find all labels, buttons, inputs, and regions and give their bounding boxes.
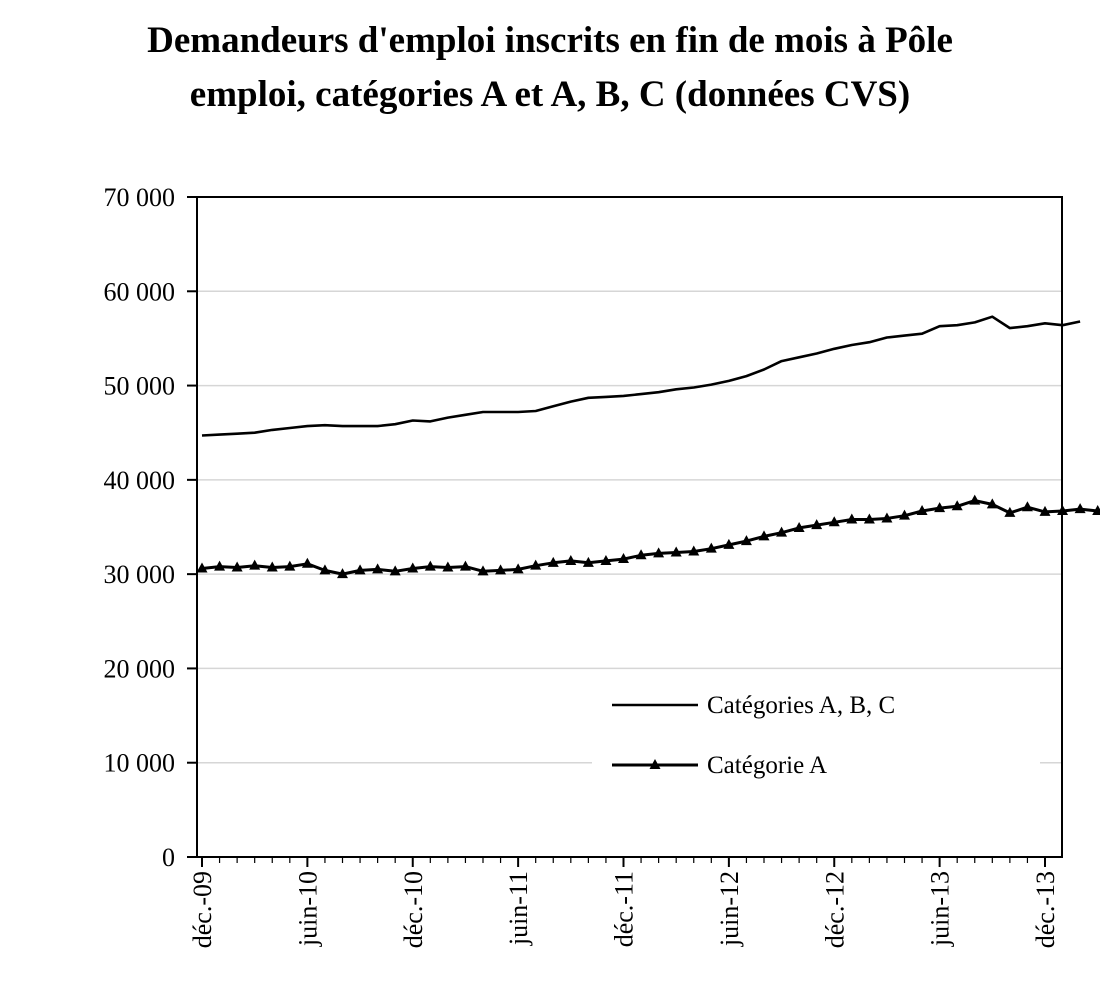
axes: 0 10 000 20 000 30 000 40 000 50 000 60 000 70 … [104,183,1061,948]
data-point-categorie-a [231,561,243,572]
chart-title-line-1: Demandeurs d'emploi inscrits en fin de m… [147,20,953,61]
data-point-categorie-a [758,530,770,541]
legend-marker-categorie-a [649,759,661,769]
data-point-categorie-a [424,560,436,571]
data-point-categorie-a [196,562,208,573]
data-point-categorie-a [688,545,700,556]
data-point-categorie-a [740,535,752,546]
data-point-categorie-a [653,547,665,558]
y-tick-label: 0 [162,843,175,872]
plot-area-frame [196,196,1063,858]
data-point-categorie-a [916,504,928,515]
data-point-categorie-a [407,562,419,573]
chart-title-line-2: emploi, catégories A et A, B, C (données… [189,74,911,115]
data-point-categorie-a [934,502,946,513]
y-tick-label: 40 000 [104,466,176,495]
data-point-categorie-a [565,554,577,565]
data-point-categorie-a [512,563,524,574]
data-point-categorie-a [705,542,717,553]
data-point-categorie-a [600,554,612,565]
data-point-categorie-a [547,556,559,567]
data-point-categorie-a [951,500,963,511]
data-point-categorie-a [776,526,788,537]
x-tick-label: déc.-13 [1031,871,1060,948]
data-point-categorie-a [372,563,384,574]
chart-title: Demandeurs d'emploi inscrits en fin de m… [0,14,1100,122]
data-point-categorie-a [495,564,507,575]
data-point-categorie-a [793,521,805,532]
y-tick-label: 10 000 [104,749,176,778]
data-point-categorie-a [1074,503,1086,514]
data-point-categorie-a [1021,501,1033,512]
data-point-categorie-a [986,498,998,509]
data-point-categorie-a [582,556,594,567]
y-tick-label: 20 000 [104,654,176,683]
data-point-categorie-a [477,565,489,576]
x-tick-label: déc.-11 [610,871,639,947]
series-group [196,315,1100,579]
data-point-categorie-a [214,560,226,571]
y-tick-label: 60 000 [104,277,176,306]
data-point-categorie-a [301,557,313,568]
y-tick-label: 70 000 [104,183,176,212]
data-point-categorie-a [846,513,858,524]
data-point-categorie-a [1092,504,1100,515]
data-point-categorie-a [266,561,278,572]
x-tick-label: déc.-10 [399,871,428,948]
data-point-categorie-a [670,546,682,557]
x-tick-label: déc.-09 [188,871,217,948]
x-tick-label: déc.-12 [820,871,849,948]
data-point-categorie-a [811,519,823,530]
data-point-categorie-a [319,564,331,575]
data-point-categorie-a [618,553,629,564]
x-tick-label: juin-11 [504,871,533,946]
data-point-categorie-a [1004,506,1016,517]
data-point-categorie-a [969,494,981,505]
data-point-categorie-a [881,512,893,523]
data-point-categorie-a [863,513,875,524]
series-line-categories-abc [201,315,1081,437]
x-tick-label: juin-13 [926,871,955,947]
data-point-categorie-a [442,561,454,572]
data-point-categorie-a [354,564,366,575]
data-point-categorie-a [530,559,542,570]
legend-label-categories-abc: Catégories A, B, C [707,692,895,719]
data-point-categorie-a [284,560,296,571]
legend-box [592,672,1040,794]
data-point-categorie-a [389,565,401,576]
legend: Catégories A, B, C Catégorie A [592,672,1040,794]
data-point-categorie-a [899,509,910,520]
data-point-categorie-a [249,559,261,570]
y-tick-label: 50 000 [104,372,176,401]
data-point-categorie-a [723,538,735,549]
data-point-categorie-a [337,568,348,579]
legend-label-categorie-a: Catégorie A [707,752,827,779]
data-point-categorie-a [1039,505,1051,516]
data-point-categorie-a [459,560,471,571]
x-tick-label: juin-12 [715,871,744,947]
data-point-categorie-a [828,516,840,527]
data-point-categorie-a [635,549,647,560]
series-line-categorie-a [201,499,1098,576]
y-tick-label: 30 000 [104,560,176,589]
x-tick-label: juin-10 [293,871,322,947]
